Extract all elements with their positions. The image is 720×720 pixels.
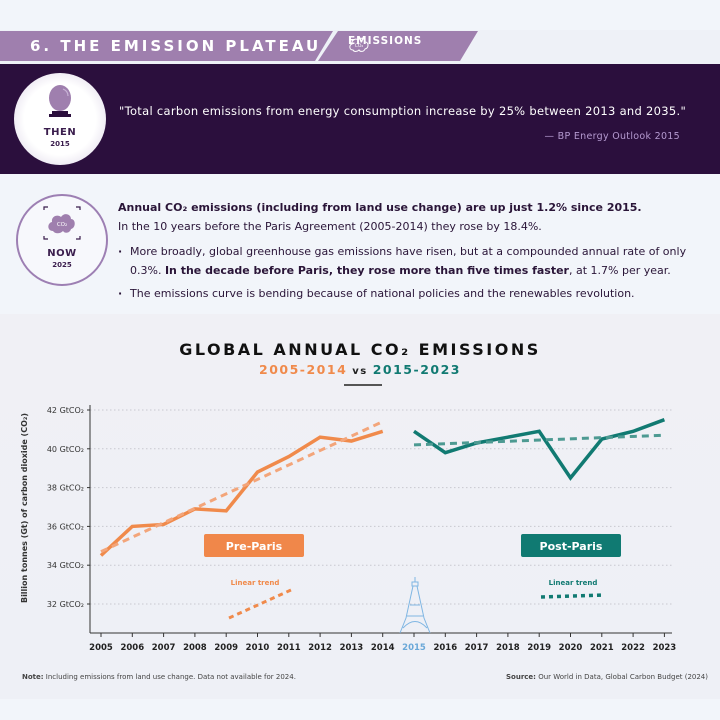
crystal-ball-icon: [49, 85, 71, 117]
chart-title: GLOBAL ANNUAL CO₂ EMISSIONS: [179, 340, 541, 359]
y-tick-label: 40 GtCO₂: [47, 445, 84, 454]
x-tick-label: 2008: [183, 643, 207, 653]
footer-source: Source: Our World in Data, Global Carbon…: [506, 673, 708, 681]
eiffel-tower-shape: [399, 577, 431, 634]
svg-text:CO₂: CO₂: [57, 222, 67, 228]
bullet-item: The emissions curve is bending because o…: [118, 284, 708, 303]
lead-statement: Annual CO₂ emissions (including from lan…: [118, 201, 642, 214]
then-panel: THEN 2015 "Total carbon emissions from e…: [0, 64, 720, 174]
co2-cloud-icon: CO₂: [349, 37, 369, 52]
y-tick-label: 38 GtCO₂: [47, 484, 84, 493]
section-banner: 6. THE EMISSION PLATEAU CO₂ EMISSIONS: [0, 31, 480, 61]
title-divider: [344, 384, 382, 386]
x-tick-label: 2006: [120, 643, 144, 653]
svg-text:CO₂: CO₂: [355, 43, 364, 49]
chart-subtitle: 2005-2014 vs 2015-2023: [259, 362, 461, 377]
trend-legend-label: Linear trend: [231, 579, 280, 587]
x-tick-label: 2023: [653, 643, 677, 653]
now-summary: Annual CO₂ emissions (including from lan…: [118, 198, 708, 307]
lead-context: In the 10 years before the Paris Agreeme…: [118, 220, 542, 233]
x-tick-label: 2020: [559, 643, 583, 653]
co2-cloud-icon: CO₂: [43, 206, 81, 240]
x-tick-label: 2016: [433, 643, 457, 653]
x-tick-label: 2021: [590, 643, 614, 653]
x-tick-label: 2011: [277, 643, 301, 653]
trend-line: [413, 433, 665, 447]
x-tick-label: 2012: [308, 643, 332, 653]
eiffel-tower-icon: [399, 577, 431, 634]
forecast-quote: "Total carbon emissions from energy cons…: [119, 104, 687, 118]
post-paris-label: Post-Paris: [540, 540, 603, 553]
x-tick-label: 2014: [371, 643, 395, 653]
bullet-item: More broadly, global greenhouse gas emis…: [118, 242, 708, 280]
section-title: 6. THE EMISSION PLATEAU: [30, 37, 322, 55]
y-axis-title: Billion tonnes (Gt) of carbon dioxide (C…: [20, 413, 29, 603]
now-label: NOW: [47, 248, 77, 259]
y-tick-label: 32 GtCO₂: [47, 600, 84, 609]
bullet-list: More broadly, global greenhouse gas emis…: [118, 242, 708, 303]
trend-legend-label: Linear trend: [549, 579, 598, 587]
banner-shape: [0, 31, 478, 61]
x-tick-label: 2017: [465, 643, 489, 653]
x-tick-label: 2007: [152, 643, 176, 653]
quote-source: — BP Energy Outlook 2015: [544, 131, 680, 142]
footer-note: Note: Including emissions from land use …: [22, 673, 296, 681]
top-strip: [0, 0, 720, 30]
trend-line: [100, 420, 384, 553]
pre-paris-label-box: [204, 534, 304, 557]
y-tick-label: 42 GtCO₂: [47, 406, 84, 415]
trend-legend-swatch: [540, 593, 605, 599]
x-tick-label: 2013: [340, 643, 364, 653]
x-tick-label: 2022: [621, 643, 645, 653]
chart-section: GLOBAL ANNUAL CO₂ EMISSIONS 2005-2014 vs…: [0, 314, 720, 699]
x-tick-label: 2010: [246, 643, 270, 653]
topic-tag[interactable]: CO₂ EMISSIONS: [348, 35, 423, 52]
y-tick-label: 34 GtCO₂: [47, 561, 84, 570]
now-badge: CO₂ NOW 2025: [16, 194, 108, 286]
now-year: 2025: [52, 261, 72, 269]
topic-tag-label: EMISSIONS: [348, 35, 423, 47]
x-tick-label: 2005: [89, 643, 113, 653]
now-section: CO₂ NOW 2025 Annual CO₂ emissions (inclu…: [0, 174, 720, 314]
data-line: [99, 429, 384, 557]
y-tick-label: 36 GtCO₂: [47, 522, 84, 531]
then-year: 2015: [50, 140, 70, 148]
bottom-strip: [0, 699, 720, 720]
pre-paris-label: Pre-Paris: [226, 540, 283, 553]
x-tick-label: 2018: [496, 643, 520, 653]
trend-legend-swatch: [228, 588, 292, 620]
then-label: THEN: [43, 127, 77, 138]
x-tick-label: 2009: [214, 643, 238, 653]
post-paris-label-box: [521, 534, 621, 557]
x-tick-label: 2019: [527, 643, 551, 653]
then-badge: THEN 2015: [14, 73, 106, 165]
x-tick-label: 2015: [402, 643, 426, 653]
data-line: [413, 418, 666, 481]
